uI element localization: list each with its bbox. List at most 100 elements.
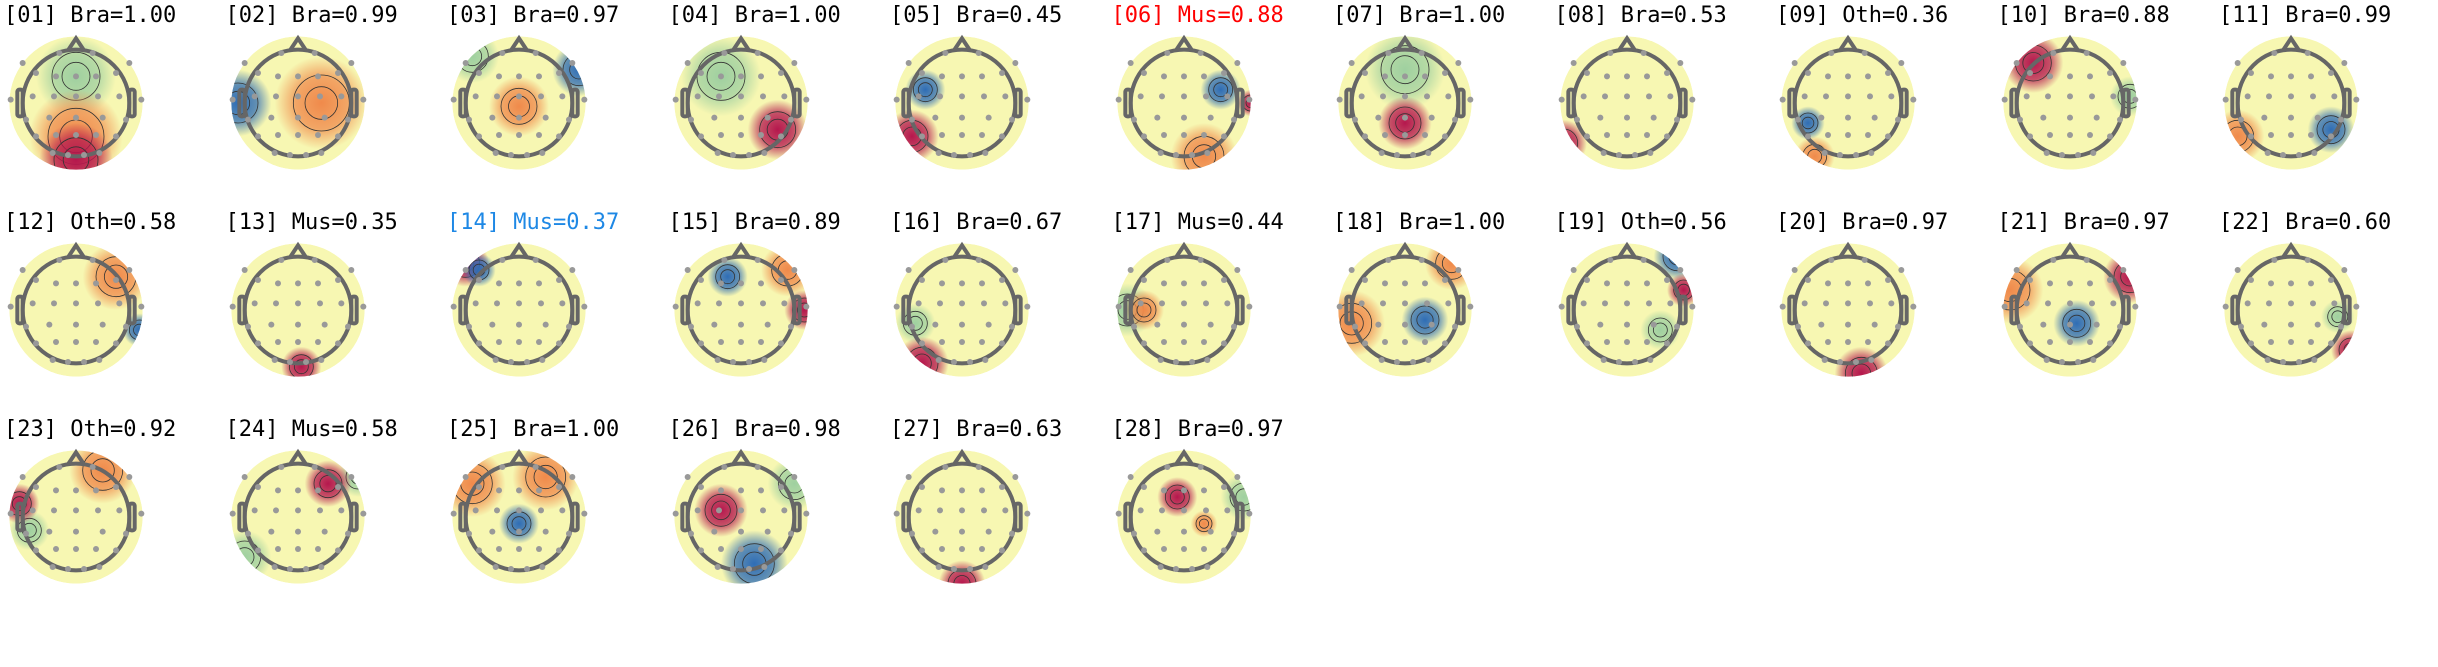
component-9[interactable]: [09] Oth=0.36 (1776, 3, 1997, 210)
electrode-marker (229, 510, 236, 517)
electrode-marker (1865, 339, 1871, 345)
component-26[interactable]: [26] Bra=0.98 (669, 417, 890, 624)
electrode-marker (1640, 49, 1647, 56)
component-19[interactable]: [19] Oth=0.56 (1555, 210, 1776, 417)
electrode-marker (1603, 339, 1610, 345)
electrode-marker (1410, 359, 1416, 365)
component-11[interactable]: [11] Bra=0.99 (2219, 3, 2438, 210)
component-5[interactable]: [05] Bra=0.45 (890, 3, 1111, 210)
electrode-marker (321, 528, 328, 535)
electrode-marker (2058, 152, 2065, 158)
electrode-marker (314, 339, 321, 345)
electrode-marker (697, 133, 704, 140)
component-class-score: Bra=1.00 (721, 3, 841, 28)
component-1[interactable]: [01] Bra=1.00 (4, 3, 225, 210)
electrode-marker (777, 547, 784, 554)
electrode-marker (294, 93, 301, 100)
electrode-marker (19, 59, 26, 66)
component-7[interactable]: [07] Bra=1.00 (1333, 3, 1554, 210)
component-13[interactable]: [13] Mus=0.35 (226, 210, 447, 417)
electrode-marker (737, 339, 744, 345)
component-14[interactable]: [14] Mus=0.37 (447, 210, 668, 417)
component-22[interactable]: [22] Bra=0.60 (2219, 210, 2438, 417)
electrode-marker (277, 49, 284, 56)
component-20[interactable]: [20] Bra=0.97 (1776, 210, 1997, 417)
component-17[interactable]: [17] Mus=0.44 (1112, 210, 1333, 417)
electrode-marker (314, 280, 321, 287)
electrode-marker (942, 464, 949, 470)
electrode-marker (241, 474, 248, 480)
electrode-marker (1425, 150, 1432, 156)
electrode-marker (274, 132, 281, 138)
electrode-marker (982, 357, 989, 363)
component-16[interactable]: [16] Bra=0.67 (890, 210, 1111, 417)
electrode-marker (244, 530, 251, 537)
electrode-marker (1688, 303, 1695, 310)
electrode-marker (697, 547, 704, 554)
component-10[interactable]: [10] Bra=0.88 (1998, 3, 2219, 210)
component-21[interactable]: [21] Bra=0.97 (1998, 210, 2219, 417)
component-title: [16] Bra=0.67 (890, 210, 1111, 236)
electrode-marker (2288, 132, 2294, 138)
electrode-marker (1676, 59, 1683, 66)
electrode-marker (1650, 114, 1657, 121)
contour-line (1647, 317, 1673, 343)
component-4[interactable]: [04] Bra=1.00 (669, 3, 890, 210)
electrode-marker (116, 300, 123, 307)
electrode-marker (1348, 267, 1355, 273)
component-class-score: Bra=0.67 (942, 210, 1063, 235)
electrode-marker (267, 114, 274, 121)
topomap (1115, 34, 1252, 170)
head-outline (15, 448, 137, 573)
electrode-marker (1853, 152, 1859, 158)
electrode-marker (254, 547, 261, 554)
electrode-marker (1442, 340, 1448, 347)
electrode-marker (959, 114, 965, 121)
component-15[interactable]: [15] Bra=0.89 (669, 210, 890, 417)
component-2[interactable]: [02] Bra=0.99 (226, 3, 447, 210)
electrode-marker (1558, 303, 1565, 310)
electrode-marker (492, 357, 499, 363)
topomap-background (1781, 243, 1915, 377)
electrode-marker (1885, 277, 1891, 283)
electrode-marker (2310, 93, 2316, 100)
component-23[interactable]: [23] Oth=0.92 (4, 417, 225, 624)
electrode-marker (51, 300, 57, 307)
electrode-marker (277, 464, 284, 470)
electrode-marker (1348, 59, 1355, 66)
component-28[interactable]: [28] Bra=0.97 (1112, 417, 1333, 624)
component-title: [03] Bra=0.97 (447, 3, 668, 29)
component-3[interactable]: [03] Bra=0.97 (447, 3, 668, 210)
component-title: [06] Mus=0.88 (1112, 3, 1333, 29)
component-class-score: Bra=0.89 (721, 210, 841, 235)
electrode-marker (450, 96, 457, 103)
electrode-marker (737, 300, 744, 307)
electrode-marker (2314, 114, 2321, 121)
contour-line (1410, 305, 1440, 335)
component-8[interactable]: [08] Bra=0.53 (1555, 3, 1776, 210)
electrode-marker (29, 93, 36, 100)
electrode-marker (516, 280, 522, 287)
component-12[interactable]: [12] Oth=0.58 (4, 210, 225, 417)
electrode-marker (672, 96, 679, 103)
activation-blob (39, 123, 113, 170)
electrode-marker (1645, 300, 1652, 307)
electrode-marker (46, 321, 53, 328)
activation-blob (1364, 36, 1446, 110)
electrode-marker (559, 300, 566, 307)
electrode-marker (717, 73, 724, 80)
electrode-marker (999, 340, 1005, 347)
electrode-marker (1615, 152, 1622, 158)
contour-line (733, 543, 775, 584)
component-24[interactable]: [24] Mus=0.58 (226, 417, 447, 624)
component-25[interactable]: [25] Bra=1.00 (447, 417, 668, 624)
component-27[interactable]: [27] Bra=0.63 (890, 417, 1111, 624)
electrode-marker (1200, 132, 1207, 138)
topomap (672, 34, 809, 170)
component-18[interactable]: [18] Bra=1.00 (1333, 210, 1554, 417)
contour-line (2021, 52, 2044, 74)
electrode-marker (1865, 132, 1871, 138)
contour-line (293, 359, 309, 375)
component-6[interactable]: [06] Mus=0.88 (1112, 3, 1333, 210)
activation-blob (1156, 477, 1197, 517)
